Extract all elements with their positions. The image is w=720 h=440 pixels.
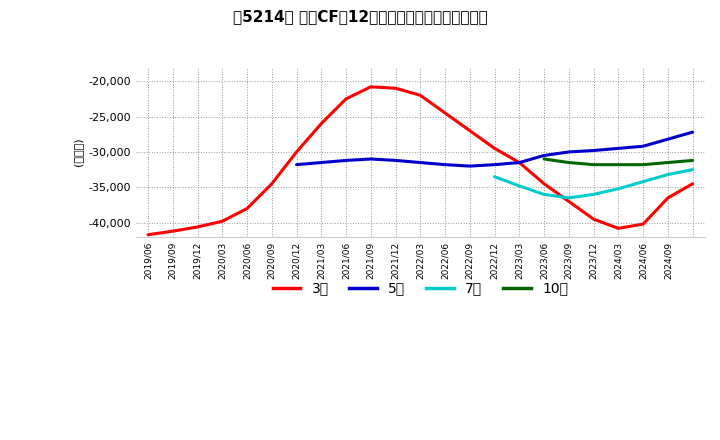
7年 [639,179,647,184]
5年 [416,160,425,165]
10年 [564,160,573,165]
5年 [490,162,499,167]
10年 [589,162,598,167]
3年 [193,224,202,230]
5年 [564,149,573,154]
3年 [317,121,325,126]
3年 [218,219,227,224]
Legend: 3年, 5年, 7年, 10年: 3年, 5年, 7年, 10年 [267,276,574,301]
5年 [515,160,523,165]
3年 [589,216,598,222]
7年 [688,167,697,172]
3年 [664,195,672,201]
3年 [416,93,425,98]
5年 [664,136,672,142]
3年 [564,199,573,204]
5年 [614,146,623,151]
7年 [540,192,549,197]
7年 [564,195,573,201]
10年 [639,162,647,167]
3年 [540,181,549,187]
7年 [614,186,623,191]
3年 [490,146,499,151]
5年 [466,163,474,169]
5年 [540,153,549,158]
5年 [589,148,598,153]
5年 [688,129,697,135]
5年 [366,156,375,161]
3年 [515,160,523,165]
10年 [540,156,549,161]
5年 [441,162,449,167]
7年 [589,192,598,197]
10年 [614,162,623,167]
Y-axis label: (百万円): (百万円) [73,138,83,166]
7年 [490,174,499,180]
3年 [144,232,153,237]
5年 [292,162,301,167]
3年 [688,181,697,187]
3年 [168,228,177,234]
10年 [664,160,672,165]
5年 [391,158,400,163]
10年 [688,158,697,163]
Line: 3年: 3年 [148,87,693,235]
7年 [664,172,672,177]
Line: 7年: 7年 [495,169,693,198]
3年 [639,221,647,227]
7年 [515,183,523,188]
5年 [342,158,351,163]
5年 [639,143,647,149]
3年 [614,226,623,231]
Text: ［5214］ 投賄CFの12か月移動合計の平均値の推移: ［5214］ 投賄CFの12か月移動合計の平均値の推移 [233,9,487,24]
3年 [391,86,400,91]
Line: 10年: 10年 [544,159,693,165]
3年 [366,84,375,89]
3年 [267,181,276,187]
3年 [243,206,251,211]
3年 [342,96,351,102]
Line: 5年: 5年 [297,132,693,166]
3年 [292,149,301,154]
3年 [441,110,449,116]
3年 [466,128,474,133]
5年 [317,160,325,165]
